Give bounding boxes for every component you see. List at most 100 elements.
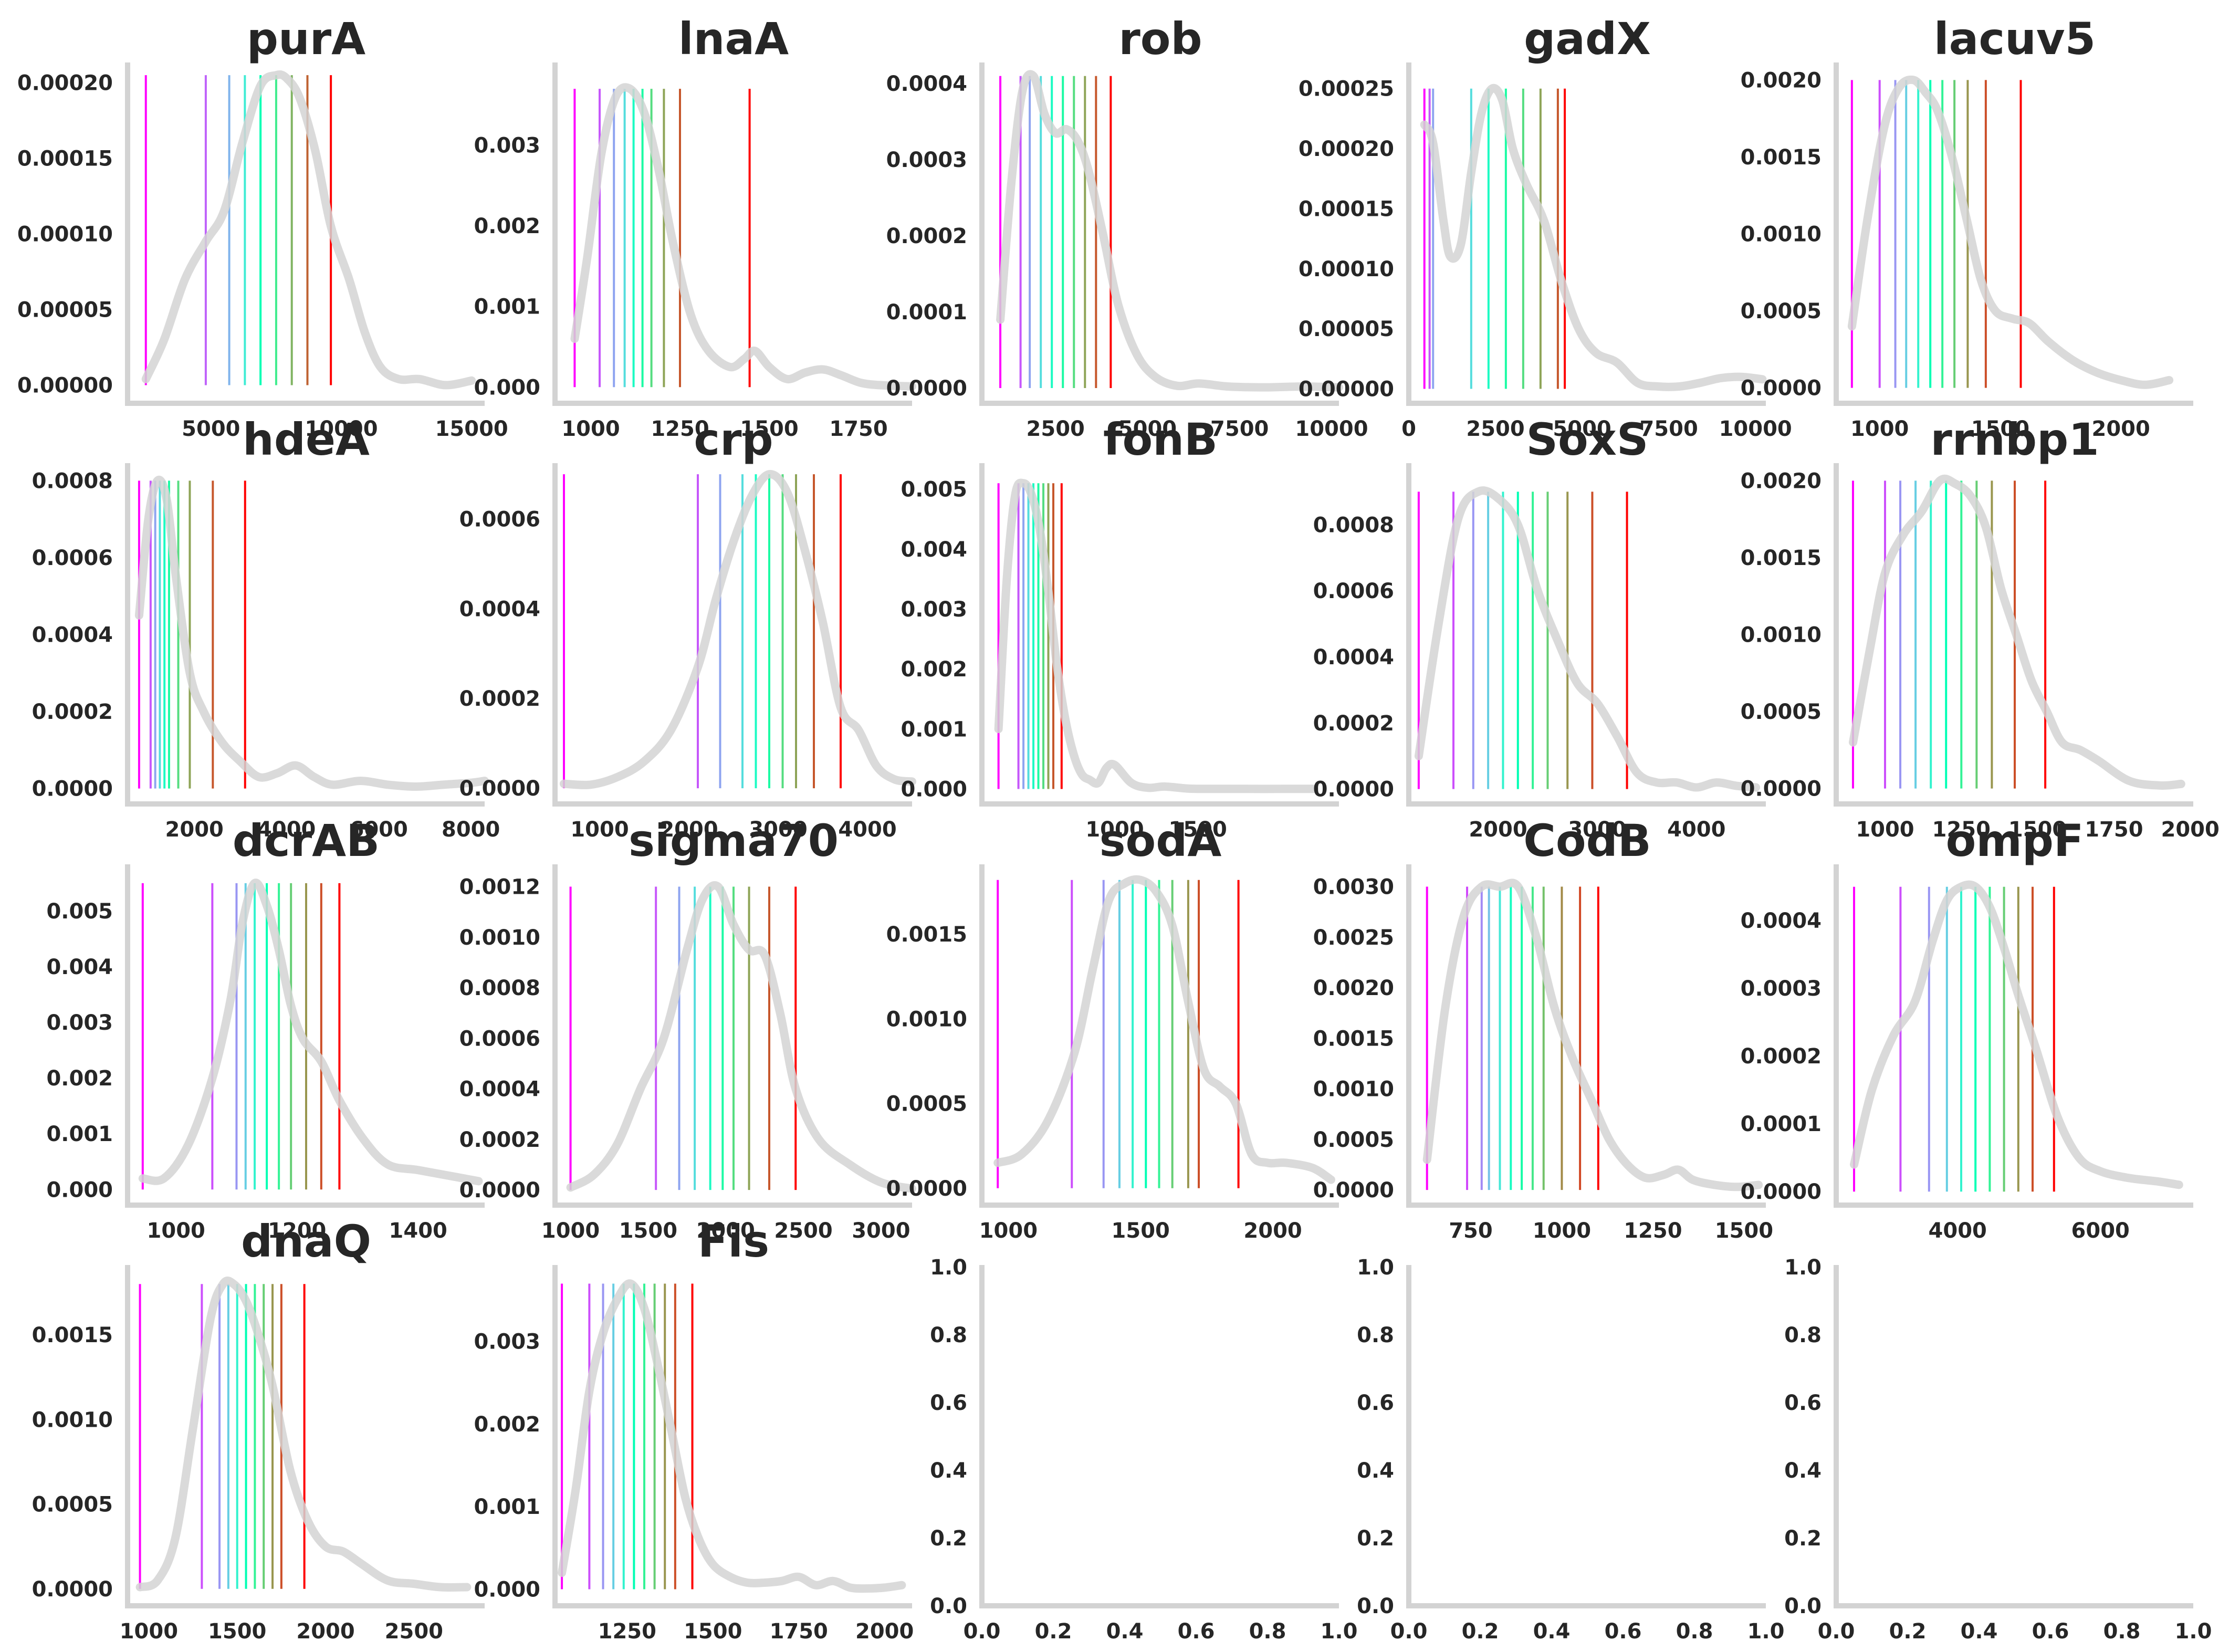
x-tick-label: 1000 [120, 1619, 178, 1644]
x-tick-label: 2000 [165, 818, 224, 842]
subplot-title: lnaA [678, 13, 789, 65]
subplot-title: SoxS [1526, 414, 1649, 465]
y-tick-label: 0.0004 [32, 623, 113, 647]
y-tick-label: 0.0006 [1313, 579, 1394, 603]
x-tick-label: 5000 [1553, 417, 1611, 441]
y-tick-label: 0.0010 [886, 1007, 967, 1031]
subplot-lnaa: 0.000 0.001 0.002 0.003 1000 1250 1500 1750 lnaA [474, 13, 916, 441]
x-tick-label: 2500 [1027, 417, 1085, 441]
x-tick-label: 1750 [829, 417, 887, 441]
kde-curve [135, 1277, 472, 1592]
x-tick-label: 2000 [660, 818, 718, 842]
y-tick-label: 0.0002 [459, 687, 540, 711]
y-tick-label: 0.2 [1357, 1526, 1394, 1551]
y-tick-label: 0.0030 [1313, 875, 1394, 900]
x-tick-label: 2000 [296, 1619, 354, 1644]
y-tick-label: 0.00015 [1299, 197, 1394, 221]
x-tick-label: 0.6 [1178, 1619, 1215, 1644]
subplot-rob: 0.0000 0.0001 0.0002 0.0003 0.0004 2500 5000 75… [886, 13, 1368, 441]
y-tick-label: 0.0004 [459, 597, 540, 621]
kde-curve [1849, 474, 2185, 790]
x-tick-label: 0.6 [1605, 1619, 1642, 1644]
x-tick-label: 2500 [1466, 417, 1524, 441]
y-tick-label: 0.0000 [459, 777, 540, 801]
x-tick-label: 1000 [570, 818, 629, 842]
y-tick-label: 0.0015 [1313, 1027, 1394, 1051]
y-tick-label: 0.0001 [1741, 1112, 1822, 1136]
subplot-title: hdeA [243, 414, 370, 465]
y-tick-label: 0.2 [930, 1526, 967, 1551]
y-tick-label: 0.0010 [1741, 623, 1822, 647]
x-tick-label: 1250 [651, 417, 709, 441]
y-tick-label: 0.0004 [886, 72, 967, 96]
subplot-fonb: 0.000 0.001 0.002 0.003 0.004 0.005 1000 1500 fo… [901, 414, 1339, 842]
subplot-empty-19: 0.0 0.2 0.4 0.6 0.8 1.0 0.0 0.2 0.4 0.6 0.8 1.0 [1784, 1256, 2212, 1644]
y-tick-label: 0.004 [901, 538, 967, 562]
x-tick-label: 1000 [1533, 1219, 1591, 1243]
y-tick-label: 0.0002 [459, 1128, 540, 1152]
x-tick-label: 2000 [1469, 818, 1527, 842]
x-tick-label: 1250 [598, 1619, 656, 1644]
y-tick-label: 0.0002 [32, 700, 113, 724]
x-tick-label: 2500 [385, 1619, 443, 1644]
y-tick-label: 0.000 [474, 1578, 540, 1602]
y-tick-label: 0.4 [930, 1459, 967, 1483]
subplot-soxs: 0.0000 0.0002 0.0004 0.0006 0.0008 2000 3000 40… [1313, 414, 1766, 842]
y-tick-label: 1.0 [1357, 1256, 1394, 1280]
x-tick-label: 15000 [435, 417, 508, 441]
y-tick-label: 0.005 [901, 478, 967, 502]
y-tick-label: 0.4 [1357, 1459, 1394, 1483]
y-tick-label: 0.6 [1784, 1391, 1822, 1415]
subplot-dcrab: 0.000 0.001 0.002 0.003 0.004 0.005 1000 1200 14… [46, 815, 485, 1243]
y-tick-label: 0.0000 [1741, 777, 1822, 801]
y-tick-label: 0.002 [46, 1067, 113, 1091]
y-tick-label: 0.001 [901, 717, 967, 741]
y-tick-label: 0.00015 [17, 147, 113, 171]
kde-curve [993, 875, 1335, 1184]
x-tick-label: 1000 [1856, 818, 1914, 842]
y-tick-label: 0.0010 [1741, 223, 1822, 247]
y-tick-label: 0.0000 [1741, 377, 1822, 401]
x-tick-label: 1500 [208, 1619, 266, 1644]
kde-curve [1850, 880, 2183, 1189]
x-tick-label: 1400 [389, 1219, 447, 1243]
x-tick-label: 2000 [855, 1619, 914, 1644]
x-tick-label: 1000 [541, 1219, 600, 1243]
y-tick-label: 0.001 [474, 1495, 540, 1519]
x-tick-label: 1500 [1112, 1219, 1170, 1243]
y-tick-label: 0.0000 [886, 377, 967, 401]
y-tick-label: 0.00005 [1299, 317, 1394, 341]
subplot-title: rrnbp1 [1930, 414, 2099, 465]
y-tick-label: 0.003 [474, 1330, 540, 1354]
x-tick-label: 1250 [1624, 1219, 1682, 1243]
x-tick-label: 1500 [1971, 417, 2029, 441]
x-tick-label: 3000 [1568, 818, 1626, 842]
x-tick-label: 2000 [697, 1219, 755, 1243]
y-tick-label: 0.0 [1357, 1594, 1394, 1618]
x-tick-label: 750 [1449, 1219, 1493, 1243]
y-tick-label: 0.0006 [459, 1027, 540, 1051]
x-tick-label: 1500 [619, 1219, 677, 1243]
y-tick-label: 0.0 [1784, 1594, 1822, 1618]
y-tick-label: 0.0005 [1741, 299, 1822, 323]
y-tick-label: 0.0004 [459, 1078, 540, 1102]
y-tick-label: 0.0 [930, 1594, 967, 1618]
x-tick-label: 1000 [979, 1219, 1038, 1243]
kde-curve [141, 70, 476, 390]
x-tick-label: 2000 [2091, 417, 2150, 441]
y-tick-label: 0.0015 [886, 923, 967, 947]
x-tick-label: 0.8 [2103, 1619, 2141, 1644]
y-tick-label: 0.8 [1357, 1323, 1394, 1347]
x-tick-label: 0.2 [1462, 1619, 1499, 1644]
subplot-soda: 0.0000 0.0005 0.0010 0.0015 1000 1500 2000 sodA [886, 815, 1339, 1243]
y-tick-label: 1.0 [1784, 1256, 1822, 1280]
y-tick-label: 0.002 [474, 1413, 540, 1437]
y-tick-label: 0.6 [930, 1391, 967, 1415]
y-tick-label: 0.00010 [1299, 257, 1394, 281]
subplot-title: ompF [1946, 815, 2084, 866]
subplot-title: purA [247, 13, 365, 65]
x-tick-label: 1000 [1850, 417, 1909, 441]
y-tick-label: 0.0002 [1741, 1044, 1822, 1069]
subplot-gadx: 0.00000 0.00005 0.00010 0.00015 0.00020 0.000… [1299, 13, 1792, 441]
y-tick-label: 0.003 [46, 1011, 113, 1035]
